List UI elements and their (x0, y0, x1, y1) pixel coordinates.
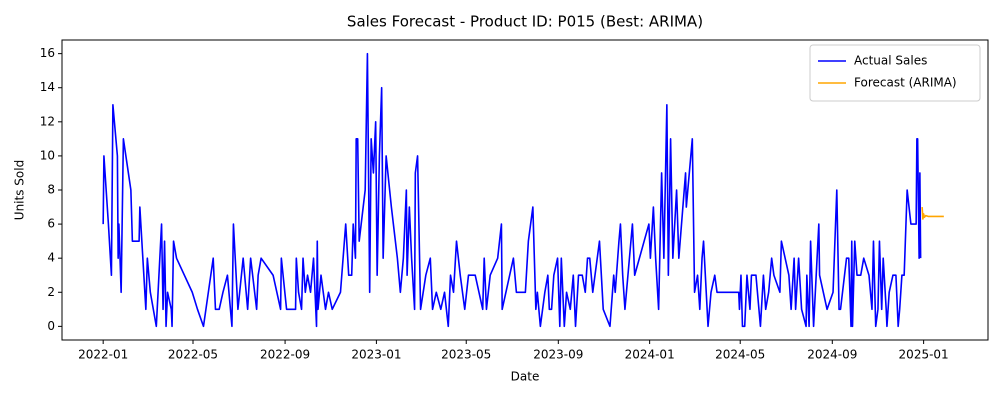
y-tick-label: 2 (47, 285, 55, 299)
series-line (102, 52, 922, 328)
y-tick-label: 0 (47, 319, 55, 333)
y-axis-label: Units Sold (13, 160, 27, 220)
y-tick-label: 12 (40, 114, 55, 128)
y-tick-label: 16 (40, 46, 55, 60)
x-axis-label: Date (511, 370, 540, 384)
y-tick-label: 6 (47, 217, 55, 231)
x-tick-label: 2023-01 (351, 348, 401, 362)
y-tick-label: 10 (40, 148, 55, 162)
x-tick-label: 2025-01 (899, 348, 949, 362)
y-tick-label: 4 (47, 251, 55, 265)
x-tick-label: 2023-05 (441, 348, 491, 362)
legend-label: Actual Sales (854, 54, 927, 68)
y-tick-label: 14 (40, 80, 55, 94)
x-tick-label: 2022-05 (168, 348, 218, 362)
y-tick-label: 8 (47, 183, 55, 197)
chart-title: Sales Forecast - Product ID: P015 (Best:… (347, 13, 703, 31)
x-tick-label: 2024-05 (715, 348, 765, 362)
x-tick-label: 2023-09 (533, 348, 583, 362)
x-tick-label: 2024-09 (807, 348, 857, 362)
legend-label: Forecast (ARIMA) (854, 76, 957, 90)
legend-box (809, 44, 981, 102)
x-tick-label: 2022-01 (78, 348, 128, 362)
series-line (921, 206, 944, 220)
x-tick-label: 2024-01 (625, 348, 675, 362)
x-tick-label: 2022-09 (260, 348, 310, 362)
